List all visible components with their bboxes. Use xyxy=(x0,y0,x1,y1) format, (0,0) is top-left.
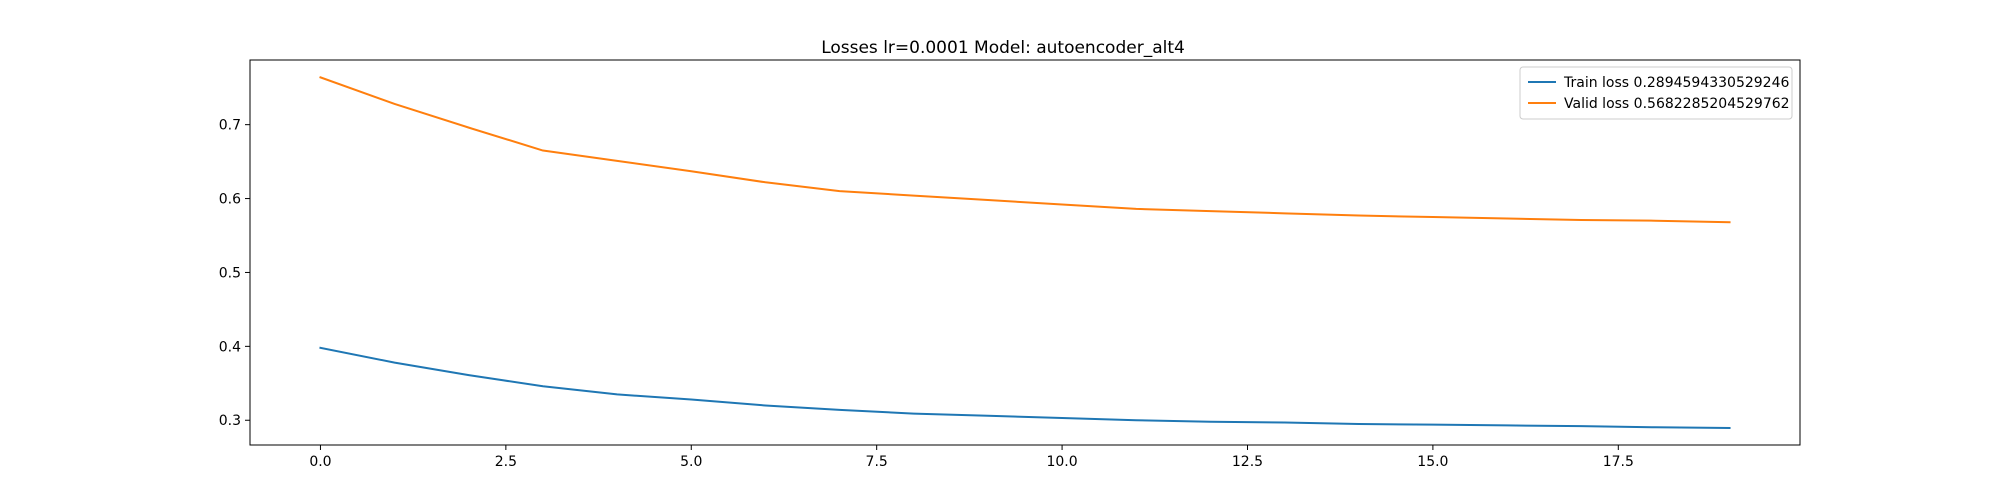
x-tick-label: 17.5 xyxy=(1603,454,1634,470)
y-axis: 0.3 0.4 0.5 0.6 0.7 xyxy=(219,118,250,429)
valid-loss-line xyxy=(319,76,1731,224)
chart-title: Losses lr=0.0001 Model: autoencoder_alt4 xyxy=(821,38,1185,58)
x-tick-label: 0.0 xyxy=(309,454,331,470)
x-tick-label: 5.0 xyxy=(680,454,702,470)
x-tick-label: 7.5 xyxy=(866,454,888,470)
legend-box xyxy=(1519,66,1793,120)
x-tick-label: 10.0 xyxy=(1046,454,1077,470)
y-tick-label: 0.6 xyxy=(219,192,241,208)
y-tick-label: 0.4 xyxy=(219,339,241,355)
x-tick-label: 12.5 xyxy=(1232,454,1263,470)
legend-label: Valid loss 0.5682285204529762 xyxy=(1564,96,1790,112)
legend-label: Train loss 0.2894594330529246 xyxy=(1563,75,1790,91)
series-group xyxy=(319,76,1731,430)
legend: Train loss 0.2894594330529246 Valid loss … xyxy=(1519,66,1793,120)
x-tick-label: 15.0 xyxy=(1417,454,1448,470)
y-tick-label: 0.5 xyxy=(219,265,241,281)
y-tick-label: 0.3 xyxy=(219,413,241,429)
x-axis: 0.0 2.5 5.0 7.5 10.0 12.5 15.0 17.5 xyxy=(309,445,1634,470)
plot-area-frame xyxy=(249,59,1801,446)
y-tick-label: 0.7 xyxy=(219,118,241,134)
x-tick-label: 2.5 xyxy=(495,454,517,470)
train-loss-line xyxy=(319,346,1731,430)
